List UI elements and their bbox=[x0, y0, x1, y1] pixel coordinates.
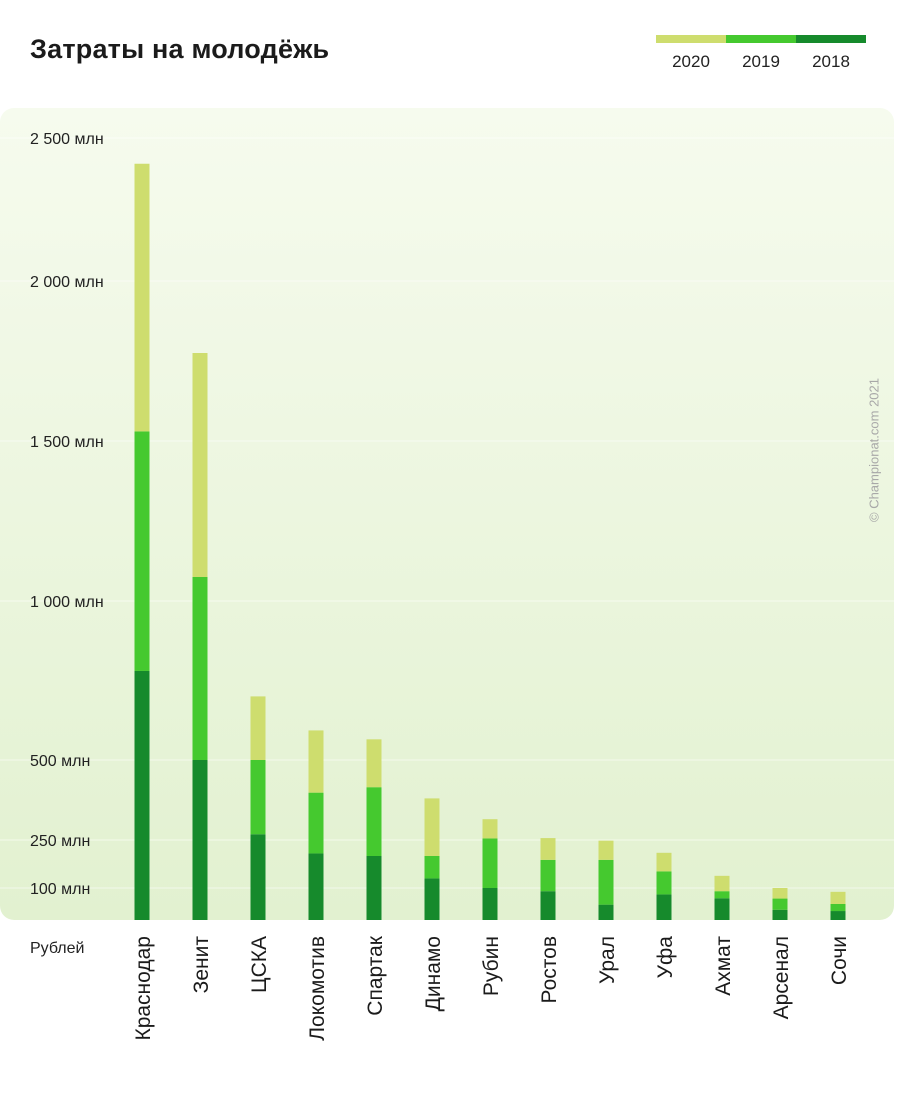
bar-segment-2018 bbox=[540, 891, 556, 920]
x-category-label: Арсенал bbox=[770, 936, 793, 1019]
bar-segment-2019 bbox=[308, 792, 324, 854]
bar-segment-2018 bbox=[192, 760, 208, 920]
x-category-label: Ахмат bbox=[712, 936, 735, 996]
x-category-label: Уфа bbox=[654, 936, 677, 979]
x-category-label: Ростов bbox=[538, 936, 561, 1003]
x-category-label: Спартак bbox=[364, 935, 387, 1015]
bar-segment-2020 bbox=[598, 840, 614, 860]
bar-segment-2018 bbox=[482, 888, 498, 920]
x-category-label: Динамо bbox=[422, 936, 445, 1011]
bar-segment-2019 bbox=[830, 904, 846, 912]
bar-segment-2019 bbox=[482, 838, 498, 888]
bar-segment-2019 bbox=[424, 856, 440, 879]
y-tick-label: 1 000 млн bbox=[30, 594, 104, 611]
bar-segment-2020 bbox=[192, 353, 208, 577]
x-category-label: Сочи bbox=[828, 936, 851, 985]
y-tick-label: 2 500 млн bbox=[30, 131, 104, 148]
bar-segment-2020 bbox=[366, 739, 382, 788]
y-tick-label: 250 млн bbox=[30, 833, 90, 850]
y-tick-label: 2 000 млн bbox=[30, 274, 104, 291]
chart-title: Затраты на молодёжь bbox=[30, 34, 330, 64]
bar-segment-2018 bbox=[424, 878, 440, 920]
bar-segment-2018 bbox=[366, 856, 382, 920]
y-tick-label: 500 млн bbox=[30, 753, 90, 770]
bar-segment-2019 bbox=[366, 787, 382, 856]
x-category-label: Зенит bbox=[190, 936, 213, 994]
x-category-label: Локомотив bbox=[306, 936, 329, 1041]
x-category-label: Урал bbox=[596, 936, 619, 984]
copyright-watermark: © Championat.com 2021 bbox=[866, 378, 882, 522]
bar-segment-2019 bbox=[134, 431, 150, 671]
bar-segment-2018 bbox=[772, 909, 788, 920]
bar-segment-2020 bbox=[424, 798, 440, 856]
bar-segment-2020 bbox=[772, 888, 788, 899]
y-tick-label: 1 500 млн bbox=[30, 434, 104, 451]
y-axis-unit-label: Рублей bbox=[30, 940, 85, 957]
bar-segment-2018 bbox=[308, 853, 324, 920]
bar-segment-2020 bbox=[656, 852, 672, 872]
bar-segment-2020 bbox=[308, 730, 324, 793]
bar-segment-2018 bbox=[830, 911, 846, 920]
bar-segment-2019 bbox=[250, 760, 266, 835]
x-category-label: Краснодар bbox=[132, 936, 155, 1041]
legend-label-2018: 2018 bbox=[812, 52, 850, 71]
legend-label-2020: 2020 bbox=[672, 52, 710, 71]
bar-segment-2018 bbox=[134, 670, 150, 920]
x-category-label: ЦСКА bbox=[248, 936, 271, 993]
bar-segment-2019 bbox=[540, 859, 556, 892]
legend-item-2018: 2018 bbox=[796, 35, 866, 75]
bar-segment-2019 bbox=[192, 577, 208, 760]
bar-segment-2019 bbox=[598, 859, 614, 905]
bar-segment-2018 bbox=[598, 904, 614, 920]
legend-swatch-2020 bbox=[656, 35, 726, 43]
bar-segment-2020 bbox=[830, 891, 846, 904]
x-category-label: Рубин bbox=[480, 936, 503, 996]
bar-segment-2020 bbox=[714, 875, 730, 892]
legend-swatch-2019 bbox=[726, 35, 796, 43]
bar-segment-2019 bbox=[656, 871, 672, 895]
bar-segment-2019 bbox=[714, 891, 730, 899]
bar-segment-2020 bbox=[134, 163, 150, 432]
chart-legend: 2020 2019 2018 bbox=[656, 35, 866, 75]
bar-segment-2018 bbox=[714, 898, 730, 920]
bar-segment-2020 bbox=[482, 819, 498, 839]
legend-label-2019: 2019 bbox=[742, 52, 780, 71]
legend-swatch-2018 bbox=[796, 35, 866, 43]
legend-item-2019: 2019 bbox=[726, 35, 796, 75]
bar-segment-2018 bbox=[656, 894, 672, 920]
legend-item-2020: 2020 bbox=[656, 35, 726, 75]
bar-segment-2020 bbox=[540, 838, 556, 860]
bar-segment-2020 bbox=[250, 696, 266, 760]
bar-segment-2019 bbox=[772, 898, 788, 910]
y-tick-label: 100 млн bbox=[30, 881, 90, 898]
bar-segment-2018 bbox=[250, 834, 266, 920]
